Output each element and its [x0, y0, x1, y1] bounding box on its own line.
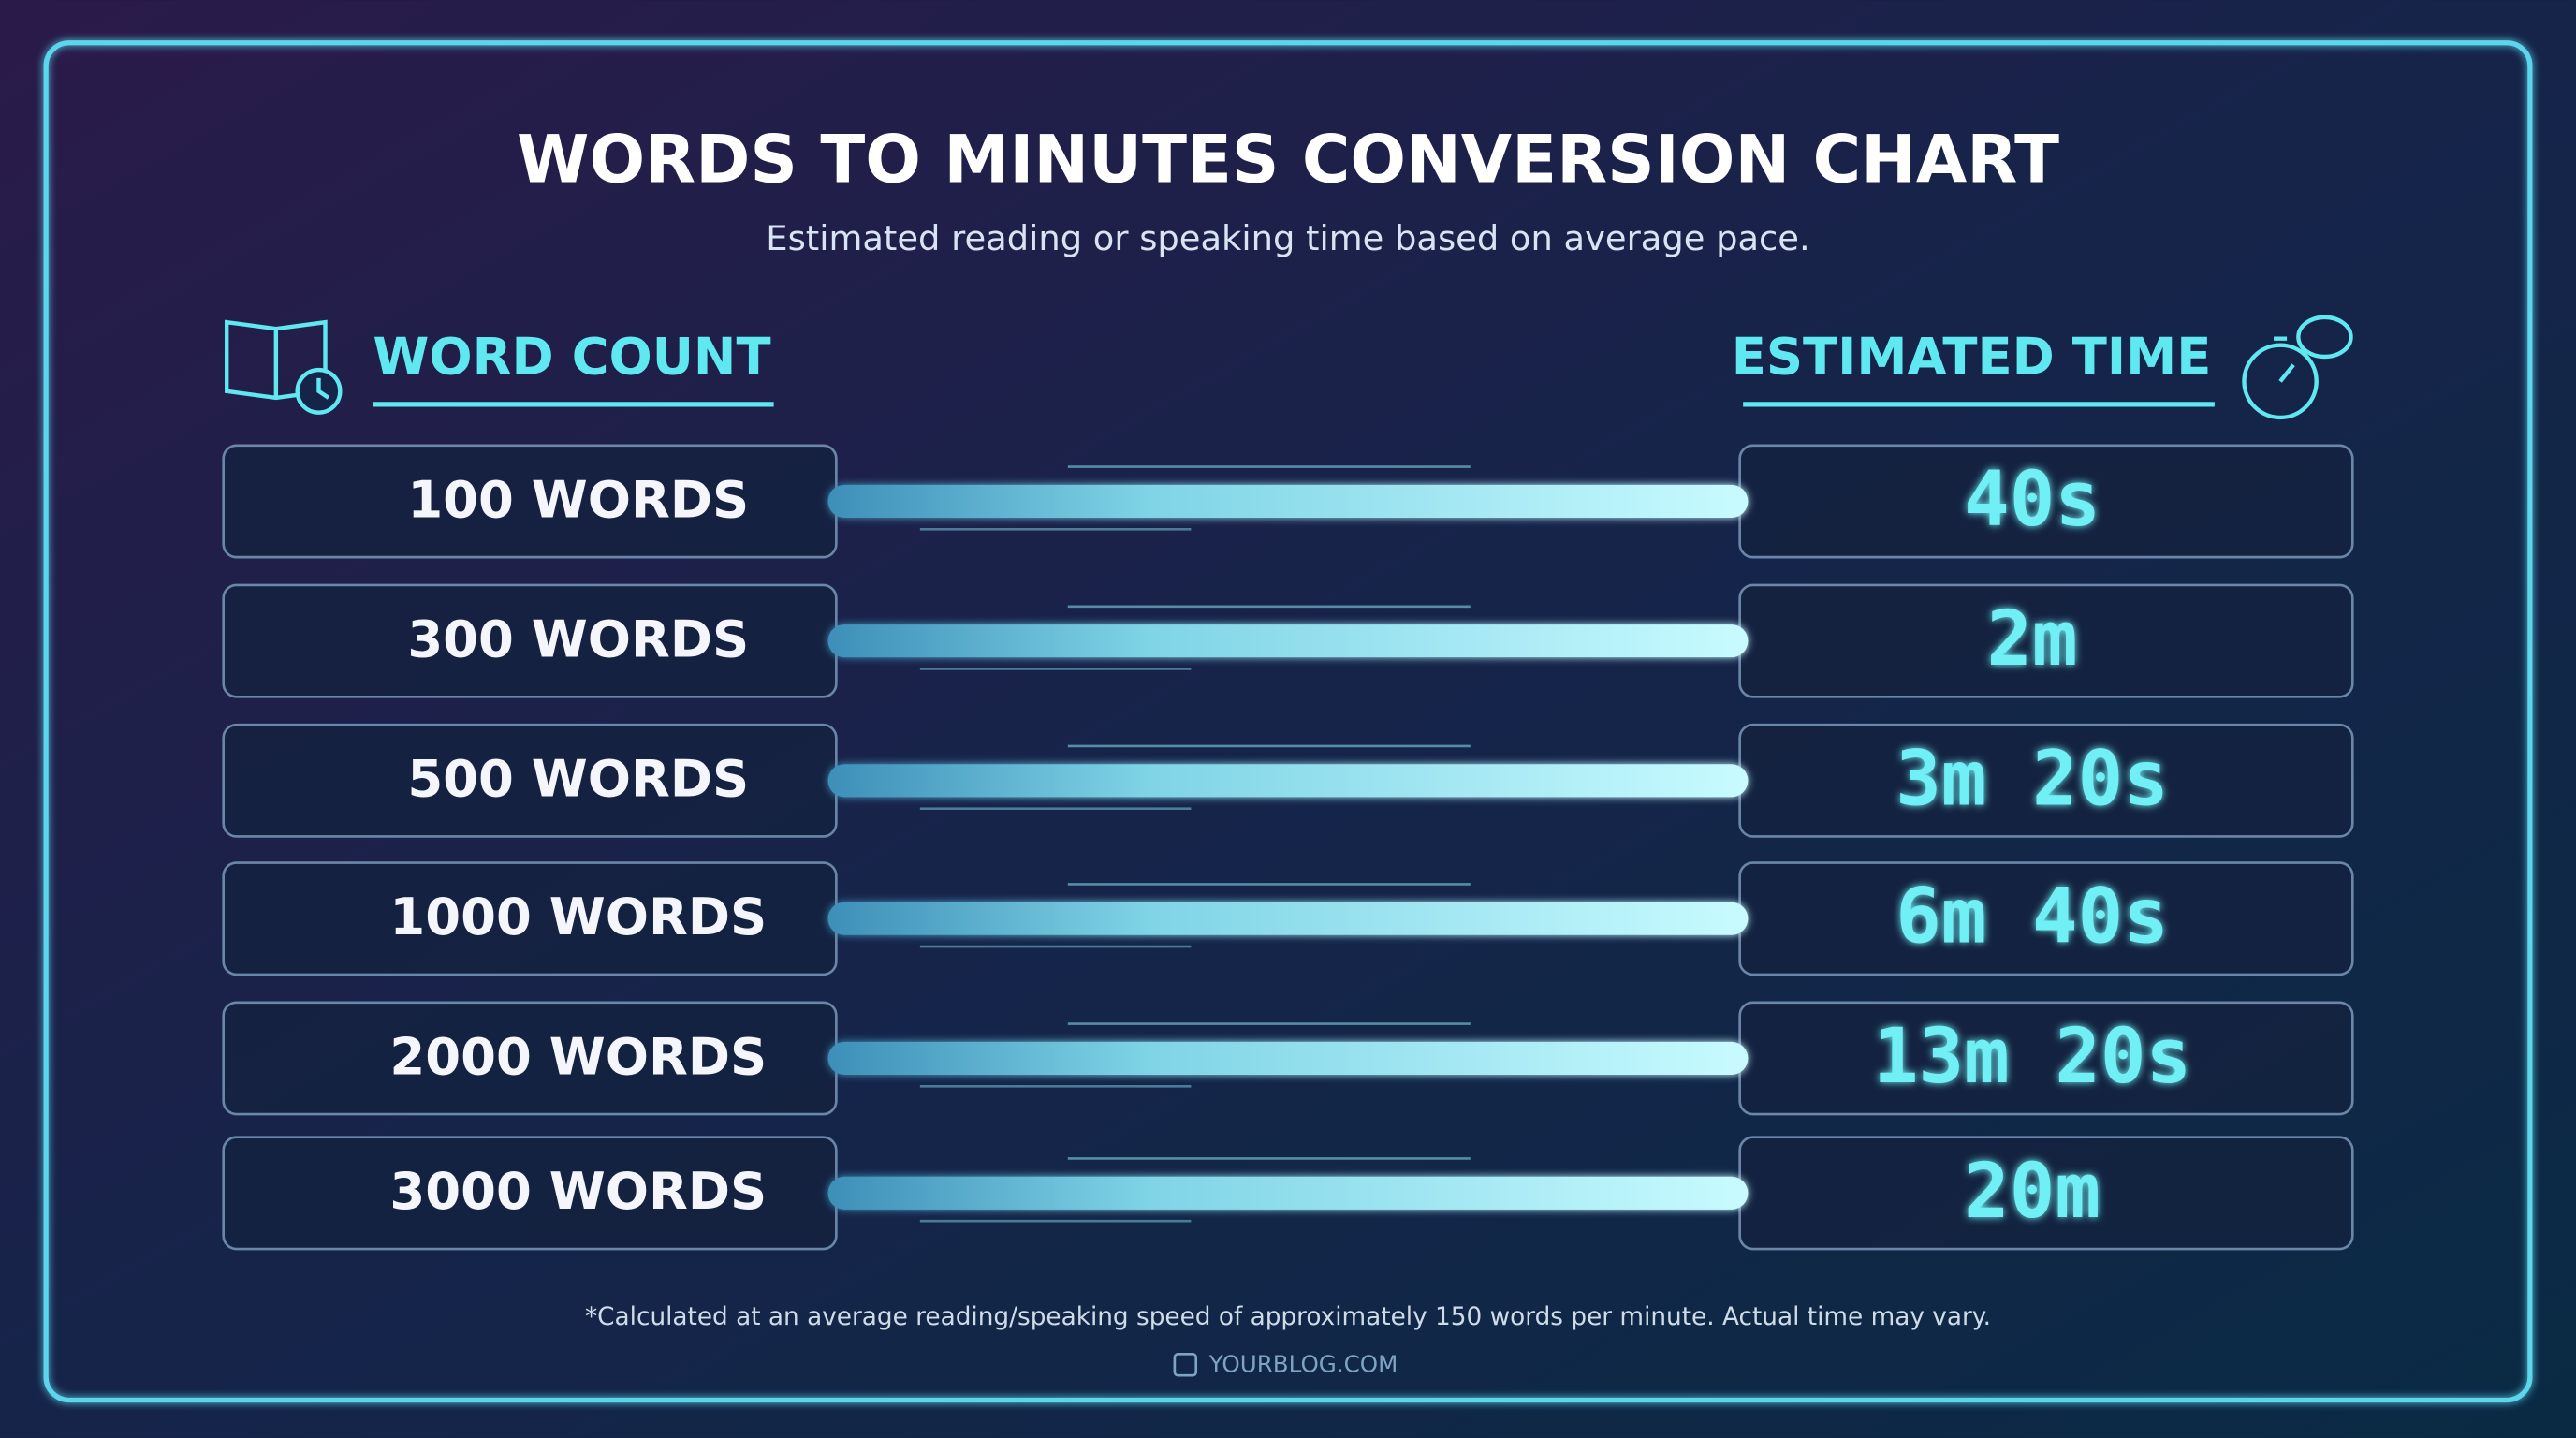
connector-bar — [827, 764, 1749, 798]
title: WORDS TO MINUTES CONVERSION CHART — [517, 122, 2059, 198]
frame — [43, 40, 2533, 1403]
subtitle: Estimated reading or speaking time based… — [766, 218, 1809, 258]
column-header: WORD COUNT — [373, 328, 770, 387]
connector-bar — [827, 1176, 1749, 1210]
stopwatch-icon — [2242, 315, 2353, 420]
estimated-time: 40s — [1964, 456, 2100, 544]
site-icon — [1173, 1353, 1198, 1377]
connector-bar — [827, 624, 1749, 658]
column-header: ESTIMATED TIME — [1732, 328, 2212, 387]
rows: 100 WORDS 40s 300 WORDS 2m 500 WORDS 3m 20s 10… — [222, 444, 2354, 1251]
book-icon — [225, 319, 343, 415]
connector-bar — [827, 902, 1749, 935]
word-count: 3000 WORDS — [389, 1162, 767, 1221]
site: YOURBLOG.COM — [1208, 1351, 1398, 1378]
estimated-time: 6m 40s — [1895, 873, 2169, 961]
word-count: 2000 WORDS — [389, 1027, 767, 1086]
connector-bar — [827, 1041, 1749, 1075]
word-count: 500 WORDS — [407, 750, 749, 809]
footnote: *Calculated at an average reading/speaki… — [585, 1303, 1991, 1331]
estimated-time: 3m 20s — [1895, 735, 2169, 823]
word-count: 100 WORDS — [407, 470, 749, 529]
connector-bar — [827, 484, 1749, 518]
word-count: 1000 WORDS — [389, 888, 767, 946]
estimated-time: 20m — [1964, 1148, 2100, 1236]
estimated-time: 2m — [1986, 595, 2077, 683]
word-count: 300 WORDS — [407, 610, 749, 669]
estimated-time: 13m 20s — [1873, 1013, 2191, 1101]
